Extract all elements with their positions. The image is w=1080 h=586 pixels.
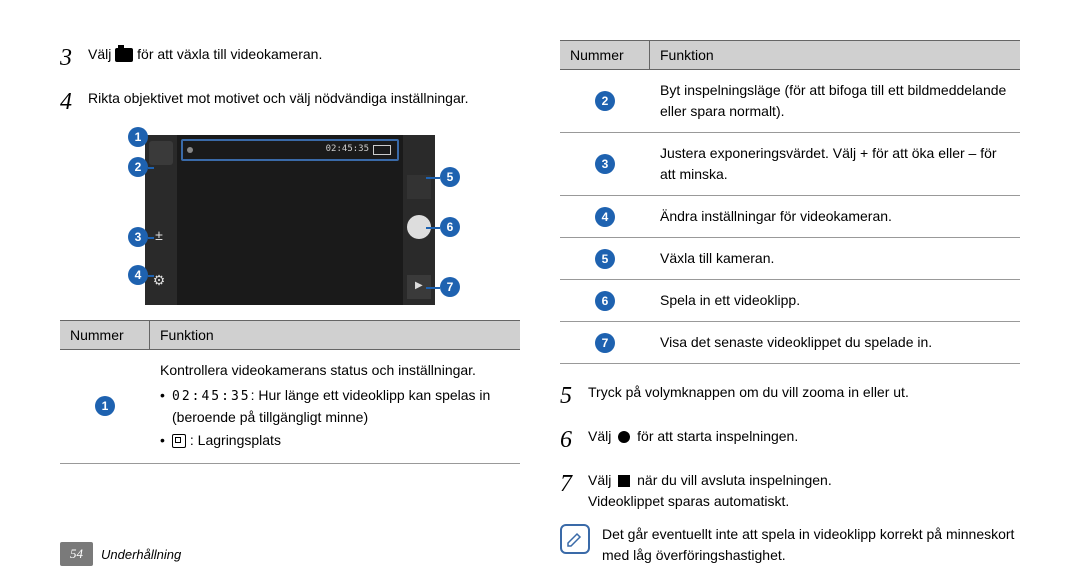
legend-table-left: Nummer Funktion 1 Kontrollera videokamer…: [60, 320, 520, 464]
marker-2: 2: [128, 157, 148, 177]
table-row: 1 Kontrollera videokamerans status och i…: [60, 350, 520, 464]
table-header: Nummer Funktion: [560, 41, 1020, 70]
marker-4: 4: [128, 265, 148, 285]
table-row: 7 Visa det senaste videoklippet du spela…: [560, 322, 1020, 364]
row-desc: Visa det senaste videoklippet du spelade…: [650, 322, 1020, 363]
step-6: 6 Välj för att starta inspelningen.: [560, 422, 1020, 458]
col-header-function: Funktion: [150, 321, 520, 349]
row-desc-cell: Kontrollera videokamerans status och ins…: [150, 350, 520, 463]
text-fragment: Videoklippet sparas automatiskt.: [588, 493, 789, 509]
circle-number: 4: [595, 207, 615, 227]
row-desc: Byt inspelningsläge (för att bifoga till…: [650, 70, 1020, 132]
table-row: 4 Ändra inställningar för videokameran.: [560, 196, 1020, 238]
row-desc-text: Kontrollera videokamerans status och ins…: [160, 360, 510, 381]
legend-table-right: Nummer Funktion 2 Byt inspelningsläge (f…: [560, 40, 1020, 364]
table-row: 2 Byt inspelningsläge (för att bifoga ti…: [560, 70, 1020, 133]
row-number-cell: 1: [60, 350, 150, 463]
marker-6: 6: [440, 217, 460, 237]
bullet-item: : Lagringsplats: [160, 430, 510, 451]
bullet-item: 02:45:35: Hur länge ett videoklipp kan s…: [160, 385, 510, 428]
marker-1: 1: [128, 127, 148, 147]
page-footer: 54 Underhållning: [60, 542, 181, 566]
step-text: Tryck på volymknappen om du vill zooma i…: [588, 378, 909, 403]
row-desc: Spela in ett videoklipp.: [650, 280, 1020, 321]
record-icon: [618, 431, 630, 443]
stop-icon: [618, 475, 630, 487]
step-text: Rikta objektivet mot motivet och välj nö…: [88, 84, 469, 109]
circle-number: 7: [595, 333, 615, 353]
table-header: Nummer Funktion: [60, 321, 520, 350]
note-icon: [560, 524, 590, 554]
text-fragment: för att starta inspelningen.: [637, 428, 798, 444]
step-text: Välj för att starta inspelningen.: [588, 422, 798, 447]
time-example: 02:45:35: [172, 389, 251, 404]
text-fragment: Välj: [588, 472, 611, 488]
step-4: 4 Rikta objektivet mot motivet och välj …: [60, 84, 520, 120]
step-5: 5 Tryck på volymknappen om du vill zooma…: [560, 378, 1020, 414]
section-title: Underhållning: [101, 547, 181, 562]
circle-number: 5: [595, 249, 615, 269]
circle-number: 2: [595, 91, 615, 111]
marker-5: 5: [440, 167, 460, 187]
circle-number: 6: [595, 291, 615, 311]
row-desc: Växla till kameran.: [650, 238, 1020, 279]
step-3: 3 Välj för att växla till videokameran.: [60, 40, 520, 76]
diagram-markers: 1 2 3 4 5 6 7: [80, 135, 500, 305]
note-text: Det går eventuellt inte att spela in vid…: [602, 524, 1020, 566]
marker-7: 7: [440, 277, 460, 297]
step-number: 4: [60, 84, 78, 120]
table-row: 6 Spela in ett videoklipp.: [560, 280, 1020, 322]
step-7: 7 Välj när du vill avsluta inspelningen.…: [560, 466, 1020, 512]
row-desc: Justera exponeringsvärdet. Välj + för at…: [650, 133, 1020, 195]
step-text: Välj för att växla till videokameran.: [88, 40, 322, 65]
step-number: 7: [560, 466, 578, 502]
circle-number: 1: [95, 396, 115, 416]
text-fragment: när du vill avsluta inspelningen.: [637, 472, 832, 488]
bullet-text: : Lagringsplats: [190, 432, 281, 448]
step-number: 5: [560, 378, 578, 414]
note-box: Det går eventuellt inte att spela in vid…: [560, 524, 1020, 566]
col-header-number: Nummer: [560, 41, 650, 69]
text-fragment: Välj: [588, 428, 611, 444]
marker-3: 3: [128, 227, 148, 247]
step-text: Välj när du vill avsluta inspelningen. V…: [588, 466, 832, 512]
table-row: 3 Justera exponeringsvärdet. Välj + för …: [560, 133, 1020, 196]
col-header-number: Nummer: [60, 321, 150, 349]
text-fragment: för att växla till videokameran.: [137, 46, 322, 62]
col-header-function: Funktion: [650, 41, 1020, 69]
step-number: 3: [60, 40, 78, 76]
row-desc: Ändra inställningar för videokameran.: [650, 196, 1020, 237]
pencil-icon: [566, 530, 584, 548]
table-row: 5 Växla till kameran.: [560, 238, 1020, 280]
camcorder-icon: [115, 48, 133, 62]
storage-icon: [172, 434, 186, 448]
text-fragment: Välj: [88, 46, 111, 62]
step-number: 6: [560, 422, 578, 458]
circle-number: 3: [595, 154, 615, 174]
page-number: 54: [60, 542, 93, 566]
